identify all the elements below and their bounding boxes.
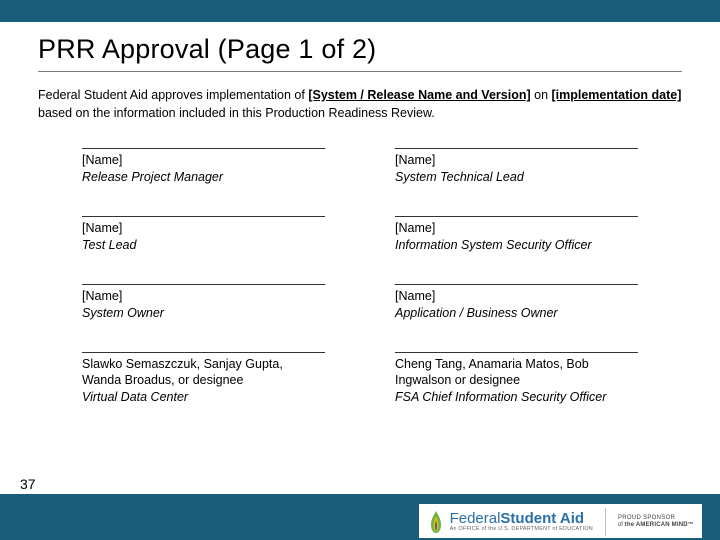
top-accent-bar <box>0 0 720 22</box>
signature-row: Slawko Semaszczuk, Sanjay Gupta, Wanda B… <box>82 352 638 407</box>
signature-role: System Technical Lead <box>395 169 638 186</box>
fsa-logo-bold: Student Aid <box>500 510 584 527</box>
signature-name: [Name] <box>395 220 638 237</box>
fsa-logo-main: FederalStudent Aid <box>450 511 593 526</box>
signature-line <box>395 352 638 353</box>
signature-block: [Name] Release Project Manager <box>82 148 325 186</box>
page-content: PRR Approval (Page 1 of 2) Federal Stude… <box>0 22 720 406</box>
footer-divider <box>605 508 606 536</box>
signature-block: [Name] System Owner <box>82 284 325 322</box>
signature-area: [Name] Release Project Manager [Name] Sy… <box>38 148 682 406</box>
intro-mid: on <box>531 88 552 102</box>
placeholder-date: [implementation date] <box>552 88 682 102</box>
signature-line <box>82 148 325 149</box>
signature-name: [Name] <box>395 152 638 169</box>
signature-name: [Name] <box>82 152 325 169</box>
sponsor-of: of <box>618 522 623 528</box>
sponsor-bold: the AMERICAN MIND™ <box>625 522 694 528</box>
placeholder-system: [System / Release Name and Version] <box>308 88 530 102</box>
signature-line <box>395 284 638 285</box>
signature-name: [Name] <box>82 288 325 305</box>
footer-logo-area: FederalStudent Aid An OFFICE of the U.S.… <box>419 504 702 538</box>
fsa-logo-left: Federal <box>450 510 501 527</box>
signature-block: [Name] System Technical Lead <box>395 148 638 186</box>
signature-line <box>82 284 325 285</box>
signature-role: Application / Business Owner <box>395 305 638 322</box>
sponsor-line3: of the AMERICAN MIND™ <box>618 522 694 530</box>
signature-block: [Name] Test Lead <box>82 216 325 254</box>
signature-line <box>82 352 325 353</box>
intro-pre: Federal Student Aid approves implementat… <box>38 88 308 102</box>
page-title: PRR Approval (Page 1 of 2) <box>38 34 682 72</box>
sponsor-text: PROUD SPONSOR of the AMERICAN MIND™ <box>618 515 694 530</box>
signature-block: Slawko Semaszczuk, Sanjay Gupta, Wanda B… <box>82 352 325 407</box>
signature-block: [Name] Application / Business Owner <box>395 284 638 322</box>
signature-role: FSA Chief Information Security Officer <box>395 389 638 406</box>
fsa-logo-sub: An OFFICE of the U.S. DEPARTMENT of EDUC… <box>450 527 593 533</box>
signature-line <box>395 148 638 149</box>
signature-name: [Name] <box>395 288 638 305</box>
signature-name: Slawko Semaszczuk, Sanjay Gupta, Wanda B… <box>82 356 325 390</box>
page-number: 37 <box>20 476 36 492</box>
fsa-logo: FederalStudent Aid An OFFICE of the U.S.… <box>427 509 593 535</box>
sponsor-line1: PROUD SPONSOR <box>618 515 694 523</box>
signature-row: [Name] System Owner [Name] Application /… <box>82 284 638 322</box>
signature-block: [Name] Information System Security Offic… <box>395 216 638 254</box>
signature-role: Virtual Data Center <box>82 389 325 406</box>
signature-row: [Name] Release Project Manager [Name] Sy… <box>82 148 638 186</box>
signature-name: [Name] <box>82 220 325 237</box>
signature-role: Release Project Manager <box>82 169 325 186</box>
signature-name: Cheng Tang, Anamaria Matos, Bob Ingwalso… <box>395 356 638 390</box>
intro-paragraph: Federal Student Aid approves implementat… <box>38 86 682 122</box>
signature-line <box>82 216 325 217</box>
signature-role: Information System Security Officer <box>395 237 638 254</box>
intro-post: based on the information included in thi… <box>38 106 435 120</box>
signature-role: Test Lead <box>82 237 325 254</box>
signature-row: [Name] Test Lead [Name] Information Syst… <box>82 216 638 254</box>
signature-role: System Owner <box>82 305 325 322</box>
flame-icon <box>427 509 445 535</box>
signature-block: Cheng Tang, Anamaria Matos, Bob Ingwalso… <box>395 352 638 407</box>
signature-line <box>395 216 638 217</box>
fsa-text: FederalStudent Aid An OFFICE of the U.S.… <box>450 511 593 533</box>
